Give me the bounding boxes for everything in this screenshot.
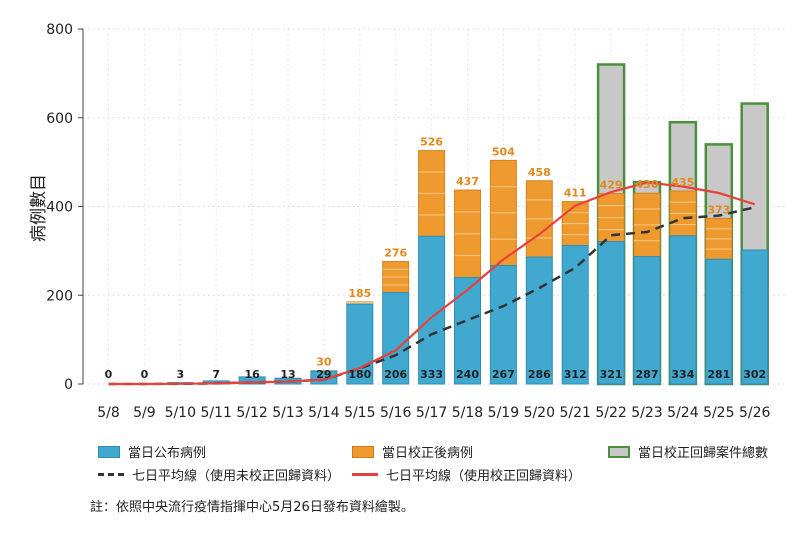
- bar-label-reported: 334: [671, 368, 694, 381]
- footnote: 註：依照中央流行疫情指揮中心5月26日發布資料繪製。: [90, 500, 414, 515]
- avg-line-corrected: [108, 181, 756, 386]
- x-tick-label: 5/23: [631, 405, 662, 421]
- reported-bar: [741, 249, 769, 385]
- legend-swatch-backlog: [608, 445, 630, 458]
- x-tick-label: 5/24: [667, 405, 699, 421]
- legend-label-corrected: 當日校正後病例: [382, 446, 474, 461]
- bar-label-corrected: 526: [420, 136, 443, 149]
- bar-label-reported: 16: [244, 368, 260, 381]
- reported-bar: [238, 376, 266, 385]
- bar-label-corrected: 276: [384, 247, 407, 260]
- bar-label-reported: 7: [212, 368, 220, 381]
- legend-item-avg-uncorrected: 七日平均線（使用未校正回歸資料）: [98, 465, 340, 484]
- reported-bar: [705, 258, 733, 385]
- legend-swatch-corrected: [352, 445, 374, 458]
- reported-bar: [669, 235, 697, 385]
- lines-layer: [108, 181, 756, 386]
- reported-bar: [597, 241, 625, 385]
- bar-label-reported: 206: [384, 368, 407, 381]
- legend-label-reported: 當日公布病例: [128, 446, 207, 461]
- x-tick-label: 5/21: [559, 405, 590, 421]
- y-tick-labels: 0 200 400 600 800: [46, 22, 73, 393]
- bar-label-reported: 312: [564, 368, 587, 381]
- x-tick-label: 5/15: [344, 405, 375, 421]
- bar-label-reported: 240: [456, 368, 479, 381]
- x-tick-label: 5/12: [236, 405, 267, 421]
- bar-label-corrected: 458: [528, 166, 551, 179]
- reported-bar: [561, 245, 589, 385]
- x-tick-label: 5/18: [452, 405, 483, 421]
- bar-label-corrected: 411: [564, 187, 587, 200]
- legend-swatch-reported: [98, 445, 120, 458]
- legend-line-avg-corrected: [352, 473, 378, 476]
- bar-label-corrected: 30: [316, 356, 332, 369]
- y-tick-label: 600: [46, 111, 73, 127]
- legend-item-avg-corrected: 七日平均線（使用校正回歸資料）: [352, 465, 581, 484]
- legend-line-avg-uncorrected: [98, 473, 124, 476]
- y-axis-label: 病例數目: [29, 174, 49, 242]
- bar-label-reported: 333: [420, 368, 443, 381]
- bar-label-reported: 321: [600, 368, 623, 381]
- bar-label-reported: 281: [707, 368, 730, 381]
- x-tick-label: 5/14: [308, 405, 340, 421]
- x-tick-label: 5/26: [739, 405, 771, 421]
- x-tick-label: 5/22: [595, 405, 626, 421]
- x-tick-label: 5/17: [416, 405, 447, 421]
- bar-label-corrected: 429: [600, 179, 623, 192]
- bar-label-corrected: 437: [456, 175, 479, 188]
- bar-label-corrected: 373: [707, 203, 730, 216]
- x-tick-label: 5/19: [488, 405, 519, 421]
- bar-label-reported: 0: [105, 368, 113, 381]
- reported-bar: [489, 265, 517, 385]
- bar-label-reported: 287: [636, 368, 659, 381]
- bar-label-reported: 286: [528, 368, 551, 381]
- bar-label-corrected: 504: [492, 145, 515, 158]
- x-tick-label: 5/20: [524, 405, 555, 421]
- x-tick-label: 5/9: [133, 405, 156, 421]
- reported-bar: [525, 256, 553, 385]
- bar-label-reported: 13: [280, 368, 295, 381]
- bar-label-reported: 302: [743, 368, 766, 381]
- bar-label-corrected: 185: [348, 287, 371, 300]
- x-tick-labels: 5/8 5/9 5/10 5/11 5/12 5/13 5/14 5/15 5/16 5/17 5/…: [97, 405, 770, 421]
- legend-item-corrected: 當日校正後病例: [352, 442, 473, 461]
- x-tick-label: 5/13: [272, 405, 303, 421]
- bar-label-reported: 267: [492, 368, 515, 381]
- y-tick-label: 400: [46, 200, 73, 216]
- x-tick-label: 5/10: [165, 405, 196, 421]
- bar-label-reported: 29: [316, 368, 331, 381]
- bar-label-reported: 0: [141, 368, 149, 381]
- bars-layer: [166, 63, 769, 386]
- legend-label-avg-uncorrected: 七日平均線（使用未校正回歸資料）: [132, 469, 341, 484]
- x-tick-label: 5/25: [703, 405, 734, 421]
- legend-item-backlog: 當日校正回歸案件總數: [608, 442, 768, 461]
- bar-label-corrected: 435: [671, 176, 694, 189]
- x-tick-label: 5/16: [380, 405, 412, 421]
- legend-label-avg-corrected: 七日平均線（使用校正回歸資料）: [386, 469, 582, 484]
- y-tick-label: 800: [46, 22, 73, 38]
- bar-label-reported: 3: [176, 368, 184, 381]
- x-tick-label: 5/8: [97, 405, 120, 421]
- legend-label-backlog: 當日校正回歸案件總數: [638, 446, 769, 461]
- legend-item-reported: 當日公布病例: [98, 442, 206, 461]
- y-tick-label: 200: [46, 288, 73, 304]
- bar-label-reported: 180: [348, 368, 371, 381]
- reported-bar: [633, 256, 661, 385]
- x-tick-label: 5/11: [200, 405, 231, 421]
- bar-label-corrected: 430: [636, 178, 659, 191]
- reported-bar: [346, 303, 374, 385]
- reported-bar: [382, 292, 410, 385]
- bar-labels-layer: 0 0 3 7 16 13 29 180 206 333 240 267 286 312 321 287 334…: [105, 136, 767, 381]
- y-tick-label: 0: [64, 377, 73, 393]
